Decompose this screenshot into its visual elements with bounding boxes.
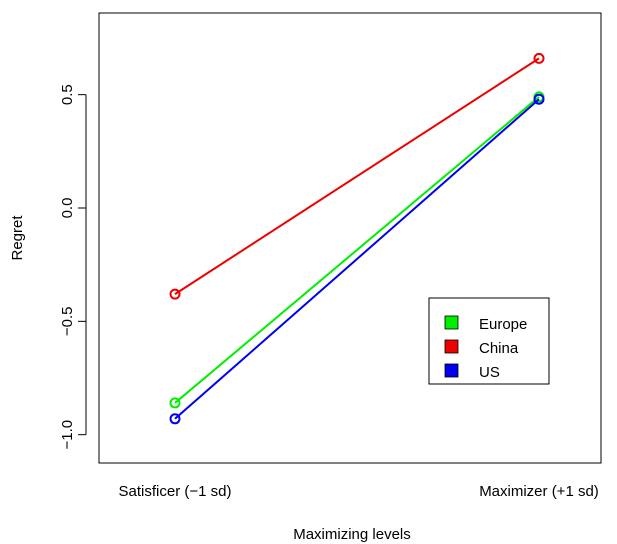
- data-point-us: [169, 413, 181, 425]
- legend-label-europe: Europe: [479, 316, 527, 333]
- plot-frame: [98, 12, 602, 464]
- x-tick-label: Maximizer (+1 sd): [479, 483, 599, 500]
- legend: Europe China US: [428, 297, 550, 385]
- x-tick-label: Satisficer (−1 sd): [119, 483, 232, 500]
- series-line-china: [174, 57, 540, 295]
- data-point-europe: [169, 397, 181, 409]
- data-point-china: [169, 288, 181, 300]
- y-tick-label: −0.5: [59, 307, 76, 337]
- data-point-china: [533, 52, 545, 64]
- series-line-europe: [174, 96, 540, 404]
- legend-swatch-europe: [444, 315, 459, 330]
- series-layer: [169, 52, 545, 425]
- y-tick-label: 0.0: [59, 198, 76, 219]
- y-axis: −1.0 −0.5 0.0 0.5: [59, 84, 87, 450]
- x-axis: Satisficer (−1 sd) Maximizer (+1 sd): [119, 483, 599, 500]
- y-axis-label: Regret: [9, 215, 26, 261]
- legend-label-china: China: [479, 340, 519, 357]
- series-line-us: [174, 98, 540, 420]
- legend-swatch-china: [444, 339, 459, 354]
- legend-label-us: US: [479, 364, 500, 381]
- y-tick-label: −1.0: [59, 420, 76, 450]
- legend-swatch-us: [444, 363, 459, 378]
- x-axis-label: Maximizing levels: [293, 526, 411, 543]
- y-tick-label: 0.5: [59, 84, 76, 105]
- data-point-us: [533, 93, 545, 105]
